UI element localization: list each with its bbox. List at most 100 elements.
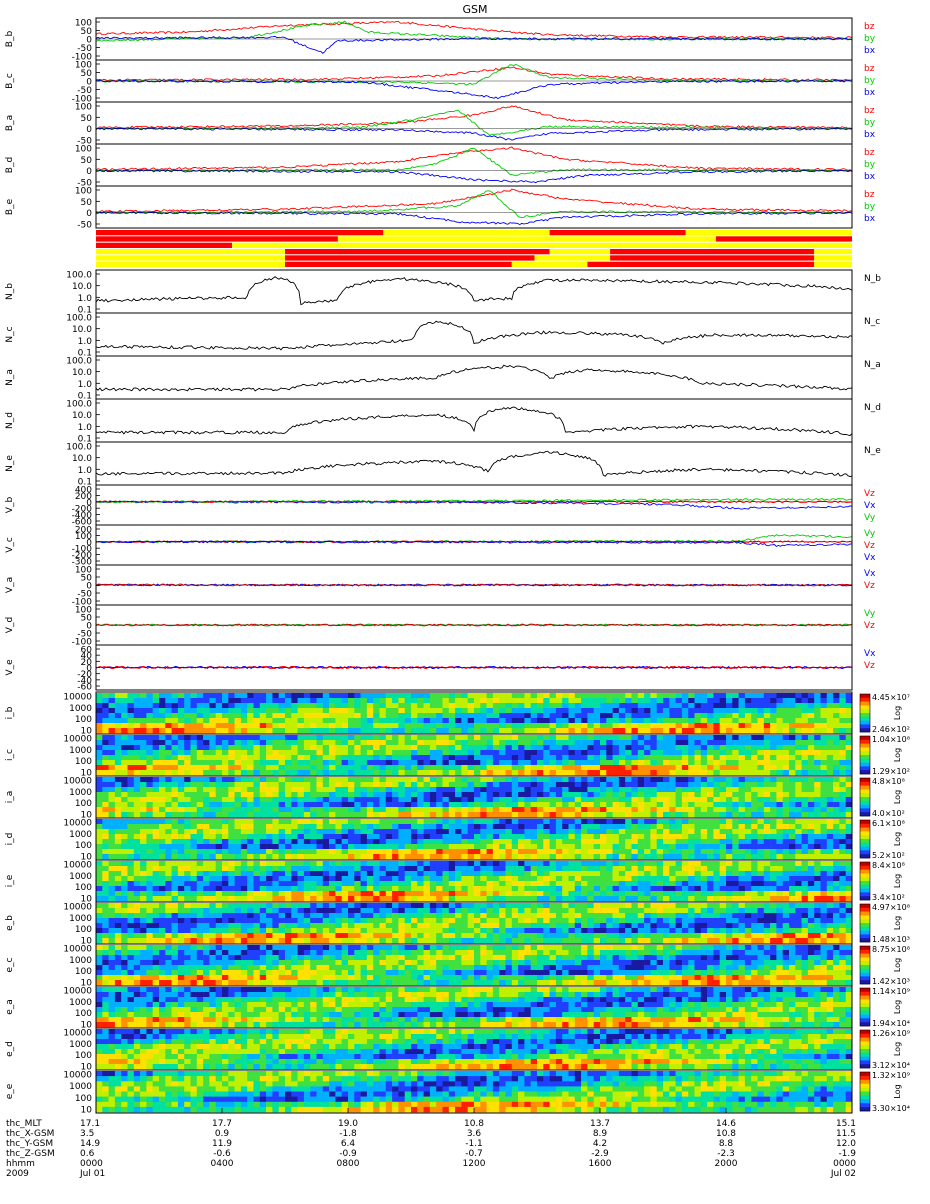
- heatmap-cell: [380, 693, 387, 698]
- heatmap-cell: [254, 703, 261, 708]
- heatmap-cell: [291, 876, 298, 881]
- heatmap-cell: [650, 891, 657, 896]
- heatmap-cell: [361, 703, 368, 708]
- heatmap-cell: [260, 698, 267, 703]
- heatmap-cell: [279, 819, 286, 824]
- heatmap-cell: [474, 760, 481, 765]
- heatmap-cell: [745, 723, 752, 728]
- heatmap-cell: [638, 797, 645, 802]
- heatmap-cell: [115, 812, 122, 817]
- heatmap-cell: [398, 750, 405, 755]
- heatmap-cell: [317, 728, 324, 733]
- heatmap-cell: [228, 718, 235, 723]
- heatmap-cell: [713, 777, 720, 782]
- heatmap-cell: [808, 792, 815, 797]
- heatmap-cell: [323, 797, 330, 802]
- heatmap-cell: [739, 750, 746, 755]
- heatmap-cell: [266, 834, 273, 839]
- legend-Vz: Vz: [864, 489, 875, 499]
- heatmap-cell: [827, 834, 834, 839]
- heatmap-cell: [335, 849, 342, 854]
- heatmap-cell: [109, 844, 116, 849]
- heatmap-cell: [310, 812, 317, 817]
- heatmap-cell: [317, 881, 324, 886]
- heatmap-cell: [676, 698, 683, 703]
- heatmap-cell: [587, 839, 594, 844]
- heatmap-cell: [512, 819, 519, 824]
- heatmap-cell: [562, 782, 569, 787]
- heatmap-cell: [329, 740, 336, 745]
- heatmap-cell: [707, 881, 714, 886]
- heatmap-cell: [260, 886, 267, 891]
- heatmap-cell: [480, 844, 487, 849]
- heatmap-cell: [209, 698, 216, 703]
- heatmap-cell: [562, 876, 569, 881]
- heatmap-cell: [443, 886, 450, 891]
- heatmap-cell: [203, 871, 210, 876]
- heatmap-cell: [569, 881, 576, 886]
- heatmap-cell: [260, 735, 267, 740]
- heatmap-cell: [109, 728, 116, 733]
- heatmap-cell: [676, 861, 683, 866]
- heatmap-cell: [405, 824, 412, 829]
- heatmap-cell: [575, 703, 582, 708]
- heatmap-cell: [323, 812, 330, 817]
- heatmap-cell: [436, 871, 443, 876]
- heatmap-cell: [594, 745, 601, 750]
- heatmap-cell: [556, 703, 563, 708]
- heatmap-cell: [821, 718, 828, 723]
- heatmap-cell: [342, 750, 349, 755]
- heatmap-cell: [650, 740, 657, 745]
- heatmap-cell: [178, 728, 185, 733]
- heatmap-cell: [726, 765, 733, 770]
- heatmap-cell: [191, 750, 198, 755]
- heatmap-cell: [235, 802, 242, 807]
- heatmap-cell: [109, 693, 116, 698]
- heatmap-cell: [102, 886, 109, 891]
- heatmap-cell: [291, 807, 298, 812]
- heatmap-cell: [121, 896, 128, 901]
- heatmap-cell: [764, 713, 771, 718]
- heatmap-cell: [424, 792, 431, 797]
- heatmap-cell: [587, 871, 594, 876]
- heatmap-cell: [354, 834, 361, 839]
- heatmap-cell: [153, 765, 160, 770]
- heatmap-cell: [310, 834, 317, 839]
- heatmap-cell: [550, 839, 557, 844]
- heatmap-cell: [405, 745, 412, 750]
- y-tick-label: 0: [86, 209, 92, 219]
- colorbar-segment: [860, 728, 870, 732]
- heatmap-cell: [449, 886, 456, 891]
- heatmap-cell: [600, 861, 607, 866]
- heatmap-cell: [770, 735, 777, 740]
- heatmap-cell: [165, 723, 172, 728]
- heatmap-cell: [676, 760, 683, 765]
- heatmap-cell: [720, 787, 727, 792]
- heatmap-cell: [506, 745, 513, 750]
- heatmap-cell: [222, 812, 229, 817]
- heatmap-cell: [758, 728, 765, 733]
- heatmap-cell: [279, 866, 286, 871]
- heatmap-cell: [178, 703, 185, 708]
- heatmap-cell: [279, 770, 286, 775]
- heatmap-cell: [304, 886, 311, 891]
- heatmap-cell: [272, 896, 279, 901]
- heatmap-cell: [254, 891, 261, 896]
- heatmap-cell: [417, 713, 424, 718]
- heatmap-cell: [430, 787, 437, 792]
- heatmap-cell: [266, 866, 273, 871]
- heatmap-cell: [348, 765, 355, 770]
- heatmap-cell: [260, 891, 267, 896]
- heatmap-cell: [474, 755, 481, 760]
- heatmap-cell: [581, 787, 588, 792]
- heatmap-cell: [342, 849, 349, 854]
- heatmap-cell: [638, 770, 645, 775]
- heatmap-cell: [562, 698, 569, 703]
- heatmap-cell: [663, 819, 670, 824]
- heatmap-cell: [770, 703, 777, 708]
- heatmap-cell: [613, 886, 620, 891]
- heatmap-cell: [109, 765, 116, 770]
- heatmap-cell: [272, 881, 279, 886]
- heatmap-cell: [417, 698, 424, 703]
